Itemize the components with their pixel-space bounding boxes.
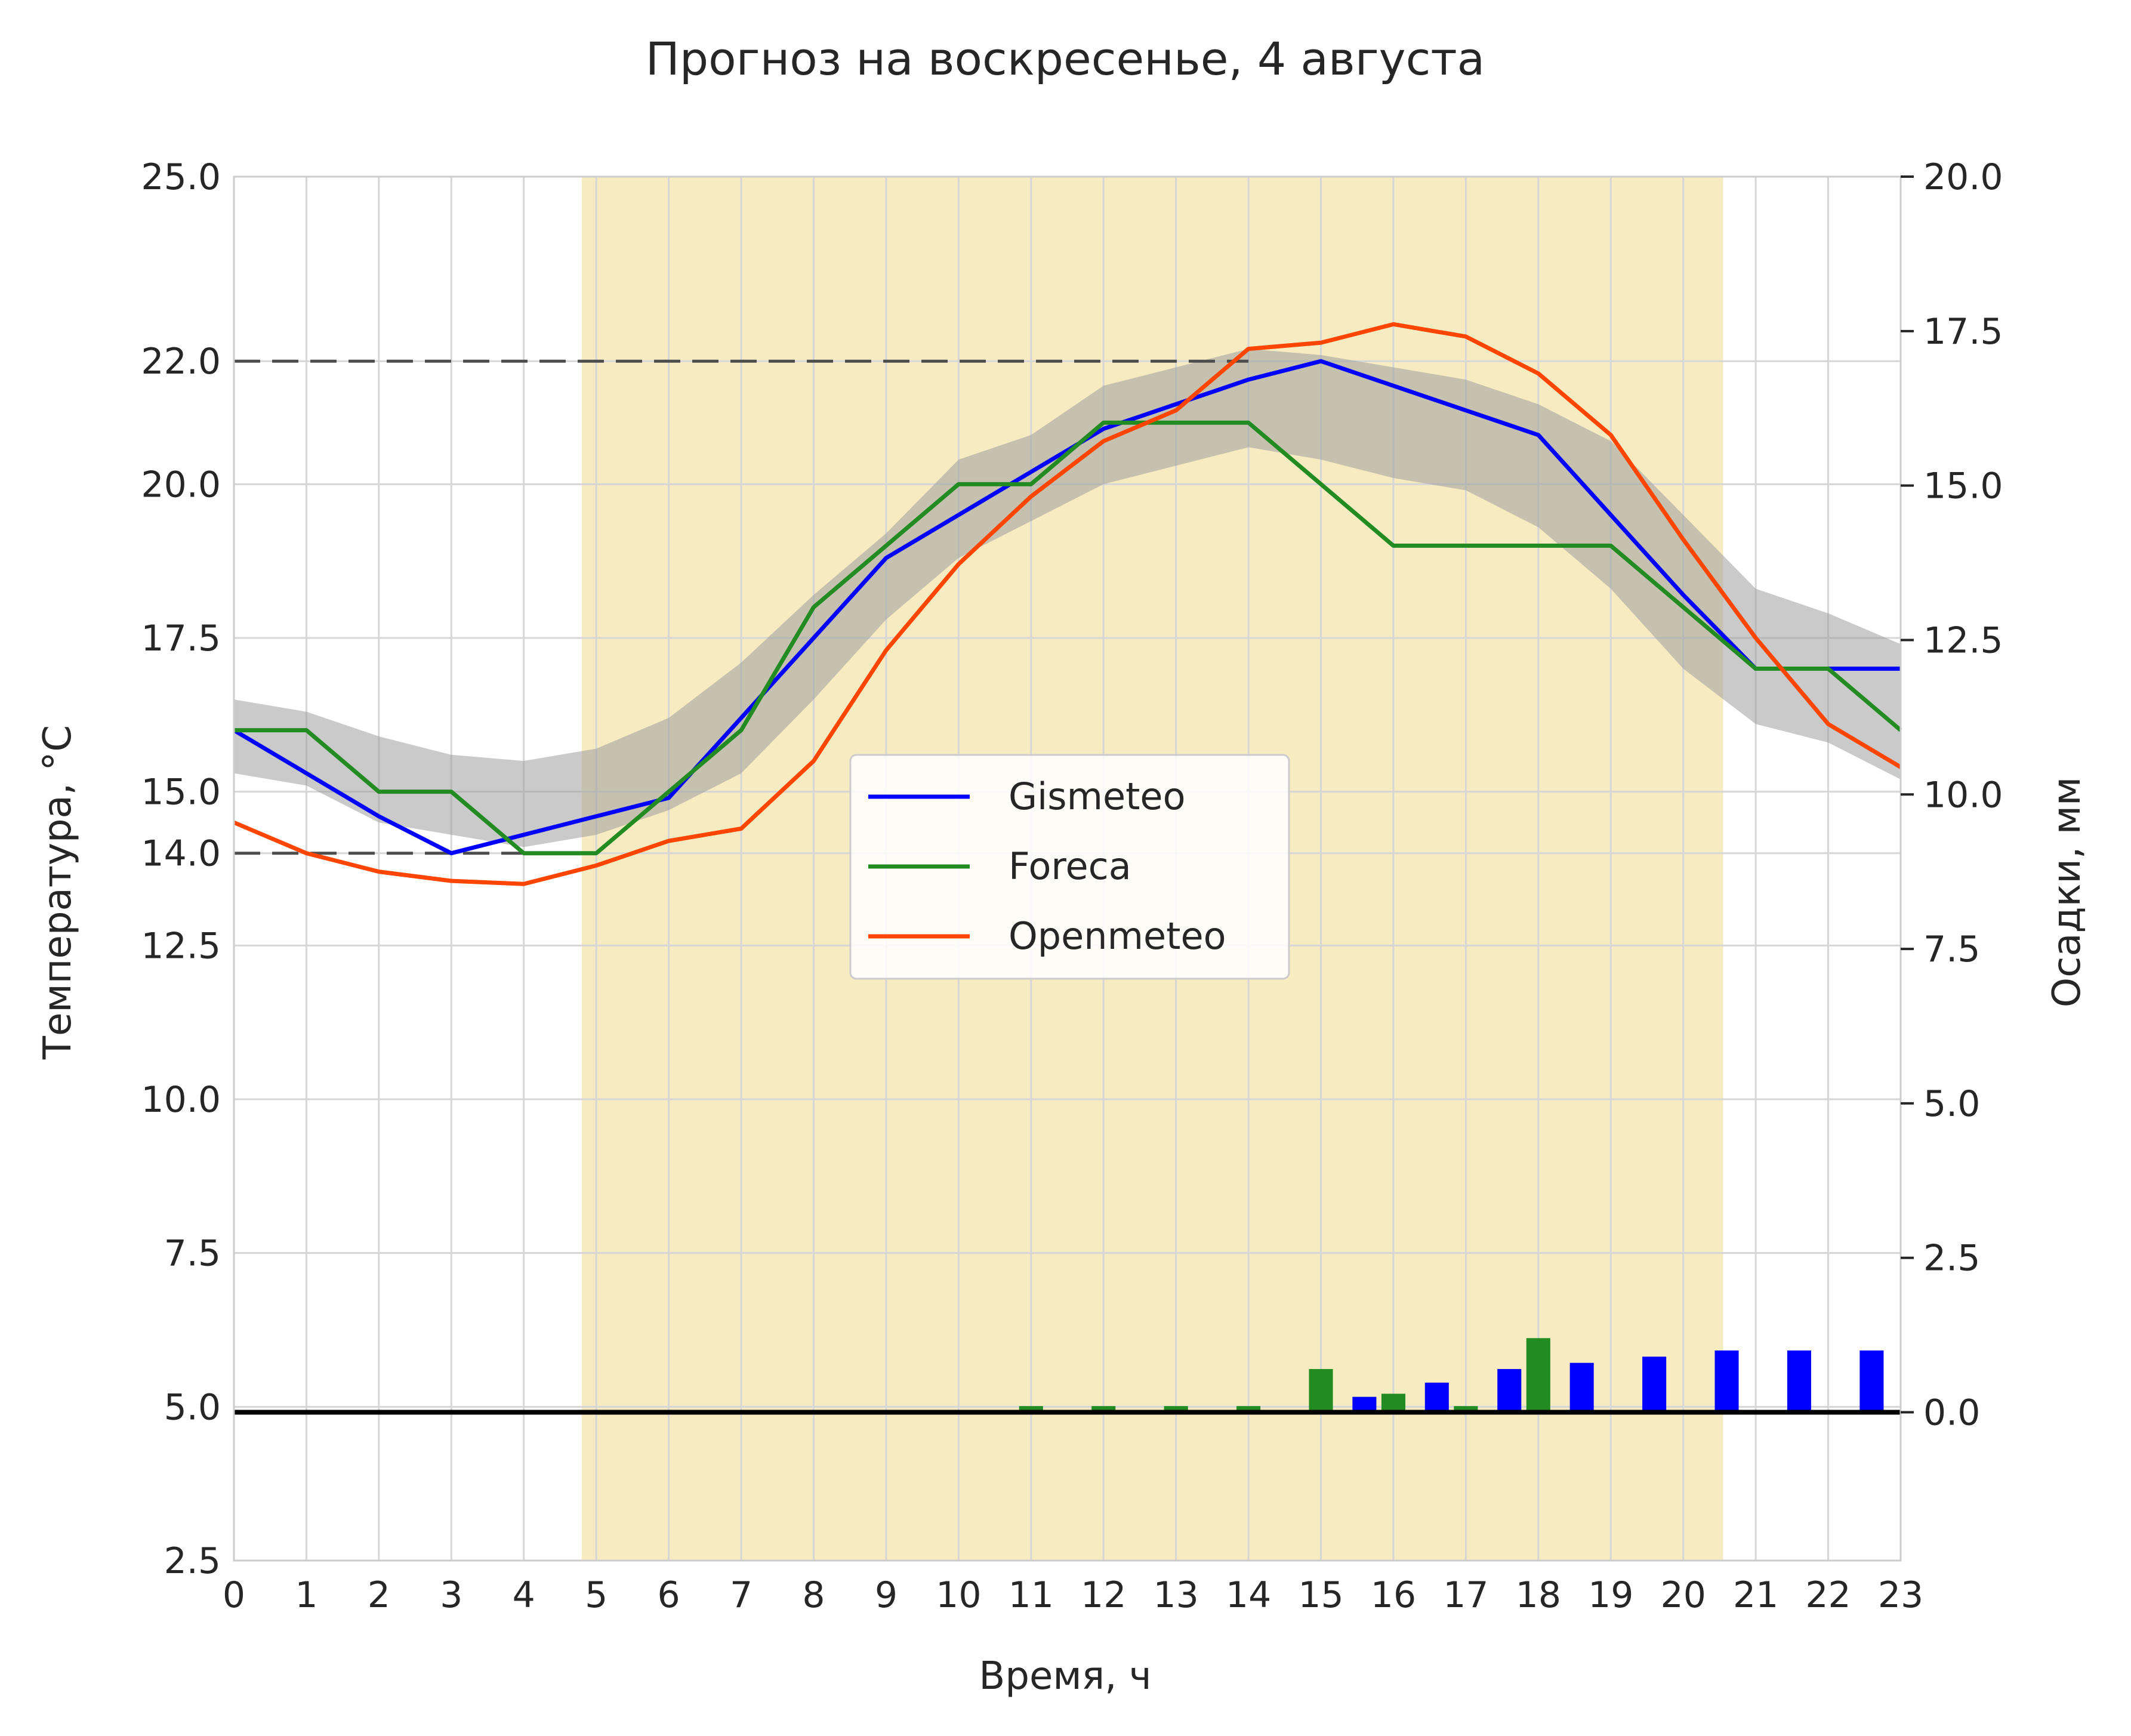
y-right-tick-label: 7.5 [1923, 929, 1980, 970]
x-tick-label: 8 [802, 1574, 825, 1616]
y-tick-label: 10.0 [141, 1079, 221, 1121]
y-tick-label: 15.0 [141, 772, 221, 813]
ensemble-band [234, 349, 1901, 847]
chart-title: Прогноз на воскресенье, 4 августа [646, 32, 1485, 85]
x-tick-label: 4 [513, 1574, 535, 1616]
x-tick-label: 6 [658, 1574, 680, 1616]
precip-bar-gismeteo [1787, 1350, 1812, 1413]
axes [233, 175, 1902, 1562]
precip-bar-foreca [1381, 1393, 1405, 1413]
y-tick-label: 14.0 [141, 833, 221, 875]
x-tick-label: 11 [1009, 1574, 1054, 1616]
x-tick-label: 17 [1443, 1574, 1488, 1616]
precip-bar-foreca [1454, 1406, 1478, 1413]
temperature-lines [233, 322, 1902, 886]
x-tick-label: 9 [875, 1574, 898, 1616]
x-tick-label: 16 [1371, 1574, 1416, 1616]
precip-bar-foreca [1164, 1406, 1188, 1413]
y-tick-label: 12.5 [141, 925, 221, 967]
legend-label-openmeteo: Openmeteo [1009, 914, 1226, 958]
x-tick-label: 5 [585, 1574, 607, 1616]
precip-bar-gismeteo [1424, 1382, 1449, 1413]
y-right-tick-label: 12.5 [1923, 619, 2003, 661]
precip-bar-foreca [1091, 1406, 1116, 1413]
legend-label-gismeteo: Gismeteo [1009, 775, 1186, 818]
x-tick-label: 10 [936, 1574, 981, 1616]
tick-labels: 0 1 2 3 4 5 6 7 8 9 10 11 12 13 14 15 16 17 18 19 20 21 22 232.… [141, 156, 2003, 1616]
x-tick-label: 20 [1661, 1574, 1706, 1616]
x-tick-label: 23 [1878, 1574, 1923, 1616]
x-tick-label: 2 [368, 1574, 390, 1616]
x-tick-label: 1 [295, 1574, 317, 1616]
y-right-tick-label: 10.0 [1923, 774, 2003, 816]
x-tick-label: 21 [1733, 1574, 1778, 1616]
precip-bar-gismeteo [1352, 1396, 1377, 1413]
x-tick-label: 7 [730, 1574, 753, 1616]
precip-bar-gismeteo [1714, 1350, 1739, 1413]
x-axis-label: Время, ч [979, 1654, 1151, 1698]
y-right-tick-label: 0.0 [1923, 1392, 1980, 1434]
x-tick-label: 22 [1805, 1574, 1851, 1616]
x-tick-label: 18 [1516, 1574, 1561, 1616]
legend-label-foreca: Foreca [1009, 844, 1131, 888]
y-tick-label: 17.5 [141, 618, 221, 659]
y-right-tick-label: 17.5 [1923, 311, 2003, 353]
x-tick-label: 13 [1153, 1574, 1198, 1616]
precipitation-bars [1019, 1338, 1884, 1413]
precip-bar-gismeteo [1859, 1350, 1884, 1413]
y-tick-label: 2.5 [164, 1540, 221, 1582]
reference-lines [234, 359, 1249, 855]
precip-bar-foreca [1526, 1338, 1550, 1413]
series-line-openmeteo [233, 322, 1902, 886]
x-tick-label: 14 [1226, 1574, 1271, 1616]
series-line-gismeteo [233, 359, 1901, 856]
precip-bar-foreca [1019, 1406, 1043, 1413]
y-right-tick-label: 20.0 [1923, 156, 2003, 198]
y-tick-label: 25.0 [141, 156, 221, 198]
y-right-tick-label: 5.0 [1923, 1083, 1980, 1125]
x-tick-label: 0 [223, 1574, 245, 1616]
y-tick-label: 22.0 [141, 341, 221, 383]
legend: Gismeteo Foreca Openmeteo [849, 754, 1290, 980]
series-line-foreca [234, 420, 1902, 856]
x-tick-label: 15 [1298, 1574, 1343, 1616]
precip-bar-foreca [1309, 1369, 1333, 1413]
y-right-tick-label: 15.0 [1923, 465, 2003, 507]
legend-box [849, 754, 1290, 980]
y-tick-label: 5.0 [164, 1386, 221, 1428]
ensemble-band-layer [234, 349, 1901, 847]
y-axis-label: Температура, °C [36, 725, 80, 1060]
precip-bar-foreca [1236, 1406, 1261, 1413]
plot-frame [233, 175, 1902, 1562]
x-tick-label: 19 [1588, 1574, 1633, 1616]
precip-bar-gismeteo [1642, 1356, 1667, 1413]
y-tick-label: 20.0 [141, 464, 221, 505]
x-tick-label: 12 [1081, 1574, 1126, 1616]
precip-bar-gismeteo [1497, 1369, 1522, 1413]
y-right-tick-label: 2.5 [1923, 1238, 1980, 1279]
x-tick-label: 3 [440, 1574, 462, 1616]
y-tick-label: 7.5 [164, 1233, 221, 1275]
precip-bar-gismeteo [1569, 1362, 1594, 1413]
y-right-axis-label: Осадки, мм [2045, 777, 2089, 1008]
